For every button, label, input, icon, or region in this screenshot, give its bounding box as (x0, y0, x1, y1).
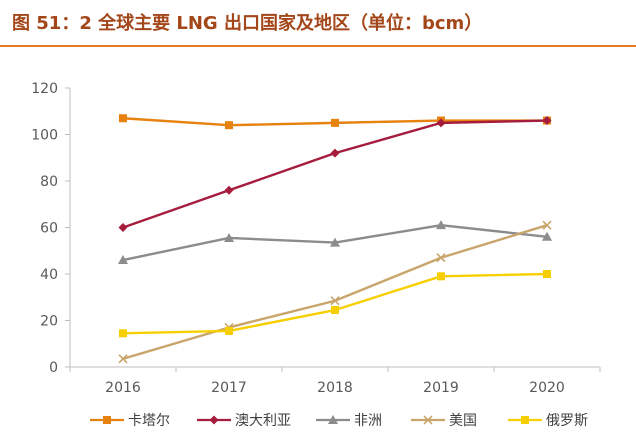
y-tick-label: 120 (31, 81, 58, 97)
data-point (119, 114, 127, 123)
data-point (118, 255, 128, 265)
data-point (225, 121, 233, 130)
series-line-2 (122, 119, 548, 229)
x-tick-label: 2017 (211, 380, 247, 396)
data-point (119, 329, 127, 338)
data-point (330, 237, 340, 247)
legend-marker (521, 416, 529, 424)
data-point (118, 223, 128, 232)
data-point (437, 272, 445, 281)
x-tick-label: 2019 (423, 380, 459, 396)
data-point (330, 296, 340, 306)
x-tick-label: 2016 (105, 380, 141, 396)
data-point (331, 306, 339, 315)
data-point (436, 253, 446, 263)
data-point (224, 232, 234, 242)
data-point (331, 118, 339, 127)
data-point (118, 354, 128, 364)
legend-label: 非洲 (354, 413, 382, 429)
y-tick-label: 80 (40, 174, 58, 190)
legend-marker (103, 416, 111, 424)
data-point (543, 270, 551, 278)
y-tick-label: 0 (49, 360, 58, 376)
data-point (224, 185, 234, 195)
legend-label: 美国 (449, 413, 477, 429)
legend-marker (423, 415, 433, 425)
legend-label: 俄罗斯 (546, 413, 588, 429)
legend-marker (209, 415, 219, 425)
legend-label: 卡塔尔 (128, 413, 170, 429)
x-tick-label: 2018 (317, 380, 353, 396)
y-tick-label: 40 (40, 267, 58, 283)
y-tick-label: 100 (31, 128, 58, 144)
data-point (542, 220, 552, 230)
x-tick-label: 2020 (529, 380, 565, 396)
legend-marker (328, 415, 338, 424)
data-point (436, 220, 446, 230)
data-point (542, 231, 552, 241)
data-point (436, 118, 446, 128)
title-divider (0, 45, 636, 47)
legend-label: 澳大利亚 (235, 413, 291, 429)
y-tick-label: 60 (40, 221, 58, 237)
data-point (330, 148, 340, 158)
data-point (542, 116, 552, 126)
series-line-5 (122, 272, 548, 335)
y-tick-label: 20 (40, 314, 58, 330)
data-point (225, 326, 233, 335)
figure-title: 图 51：2 全球主要 LNG 出口国家及地区（单位：bcm） (12, 13, 483, 34)
